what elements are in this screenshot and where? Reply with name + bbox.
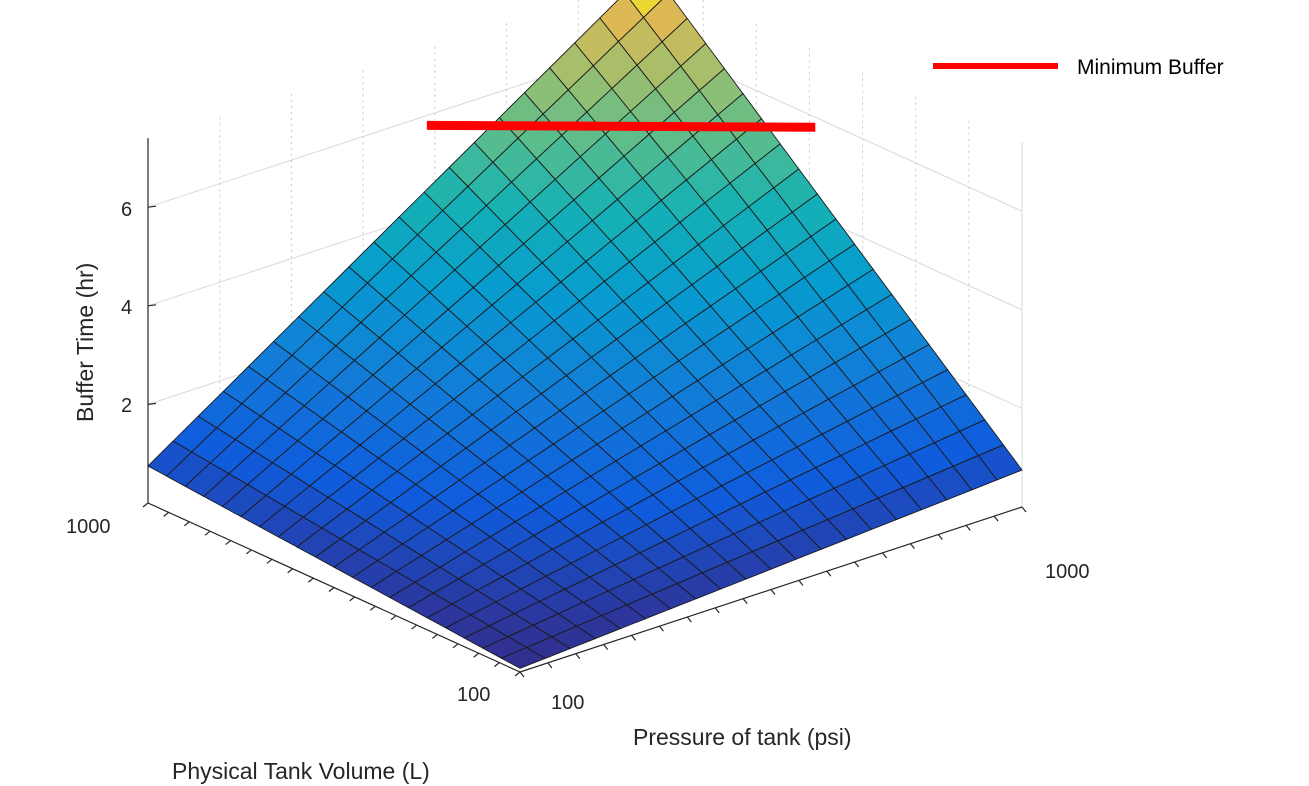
y-tick-mark: [204, 530, 211, 536]
x-tick-mark: [965, 524, 971, 531]
z-axis-label: Buffer Time (hr): [72, 263, 98, 422]
y-tick-mark: [473, 652, 480, 658]
y-tick-mark: [493, 662, 500, 668]
y-tick-mark: [431, 633, 438, 639]
series-layer: [426, 120, 816, 132]
y-tick-mark: [225, 540, 232, 546]
z-tick-label-6: 6: [121, 199, 132, 221]
x-tick-mark: [603, 644, 609, 650]
y-tick-mark: [452, 643, 459, 649]
legend: Minimum Buffer: [933, 56, 1224, 79]
y-axis-label: Physical Tank Volume (L): [172, 758, 430, 784]
x-tick-mark: [909, 543, 915, 550]
y-tick-mark: [163, 511, 170, 517]
y-tick-mark: [328, 587, 335, 592]
y-tick-mark: [307, 577, 314, 583]
x-tick-mark: [993, 515, 999, 522]
x-tick-mark: [1021, 506, 1027, 513]
y-tick-mark: [142, 502, 149, 508]
surface-patch: [500, 646, 547, 669]
z-tick-mark: [147, 402, 157, 405]
x-tick-mark: [854, 561, 860, 568]
x-tick-mark: [826, 570, 832, 577]
y-tick-label-min: 100: [457, 684, 490, 706]
z-tick-label-2: 2: [121, 395, 132, 417]
x-tick-mark: [714, 607, 720, 614]
legend-label-minimum-buffer: Minimum Buffer: [1077, 56, 1224, 79]
y-tick-label-max: 1000: [66, 516, 111, 538]
x-tick-mark: [547, 662, 553, 669]
x-tick-mark: [882, 552, 888, 559]
surface-layer: [147, 0, 1023, 669]
x-tick-mark: [519, 671, 525, 678]
z-tick-mark: [147, 304, 157, 307]
y-tick-mark: [183, 521, 190, 527]
x-tick-mark: [631, 634, 637, 641]
x-tick-mark: [937, 534, 943, 540]
y-tick-mark: [390, 615, 397, 621]
y-tick-mark: [369, 605, 376, 611]
y-tick-mark: [287, 568, 294, 574]
x-tick-label-max: 1000: [1045, 561, 1090, 583]
y-tick-mark: [514, 671, 521, 677]
x-tick-mark: [658, 625, 664, 632]
minimum-buffer-line: [426, 120, 816, 132]
x-tick-mark: [686, 616, 692, 623]
z-tick-mark: [147, 205, 157, 208]
x-tick-mark: [575, 653, 581, 660]
x-tick-mark: [770, 589, 776, 595]
x-tick-mark: [798, 579, 804, 586]
y-tick-mark: [411, 624, 418, 630]
axes-layer: [142, 138, 1027, 678]
x-axis-label: Pressure of tank (psi): [633, 724, 852, 750]
y-tick-mark: [245, 549, 252, 555]
x-tick-mark: [742, 598, 748, 605]
z-tick-label-4: 4: [121, 297, 132, 319]
y-tick-mark: [266, 558, 273, 564]
text-layer: 100 1000 100 1000 2 4 6 Pressure of tank…: [66, 199, 1090, 784]
y-tick-mark: [349, 596, 356, 602]
x-tick-label-min: 100: [551, 692, 584, 714]
